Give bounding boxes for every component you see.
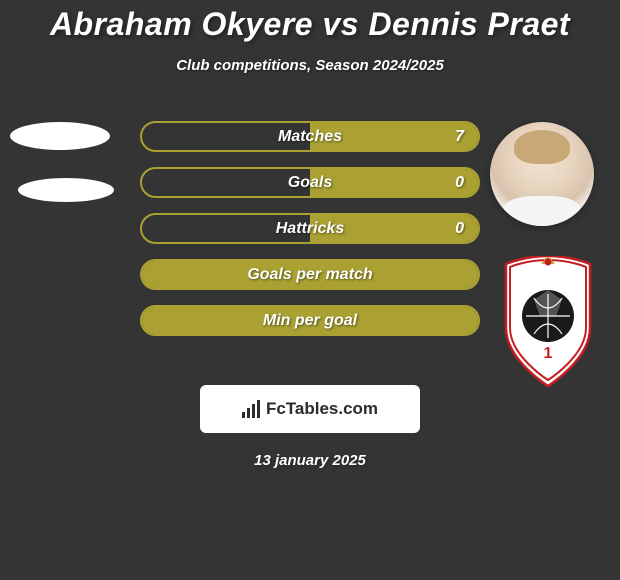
svg-text:1: 1 bbox=[544, 345, 553, 362]
site-name: FcTables.com bbox=[266, 399, 378, 419]
stat-row: Min per goal bbox=[140, 305, 480, 336]
stat-label: Hattricks bbox=[142, 215, 478, 242]
stat-label: Min per goal bbox=[142, 307, 478, 334]
player-right-avatar bbox=[490, 122, 594, 226]
stat-right-value: 0 bbox=[455, 215, 464, 242]
player-right-club-crest: 1 bbox=[494, 256, 602, 388]
stat-row: Goals per match bbox=[140, 259, 480, 290]
bars-icon bbox=[242, 400, 260, 418]
site-badge: FcTables.com bbox=[200, 385, 420, 433]
stat-label: Goals per match bbox=[142, 261, 478, 288]
stat-right-value: 0 bbox=[455, 169, 464, 196]
stat-label: Matches bbox=[142, 123, 478, 150]
stat-row: Matches7 bbox=[140, 121, 480, 152]
footer-date: 13 january 2025 bbox=[0, 452, 620, 469]
stats-chart: Matches7Goals0Hattricks0Goals per matchM… bbox=[140, 121, 480, 351]
stat-label: Goals bbox=[142, 169, 478, 196]
subtitle: Club competitions, Season 2024/2025 bbox=[0, 57, 620, 74]
stat-row: Hattricks0 bbox=[140, 213, 480, 244]
player-left-avatar bbox=[10, 122, 112, 224]
page-title: Abraham Okyere vs Dennis Praet bbox=[0, 0, 620, 43]
stat-right-value: 7 bbox=[455, 123, 464, 150]
stat-row: Goals0 bbox=[140, 167, 480, 198]
